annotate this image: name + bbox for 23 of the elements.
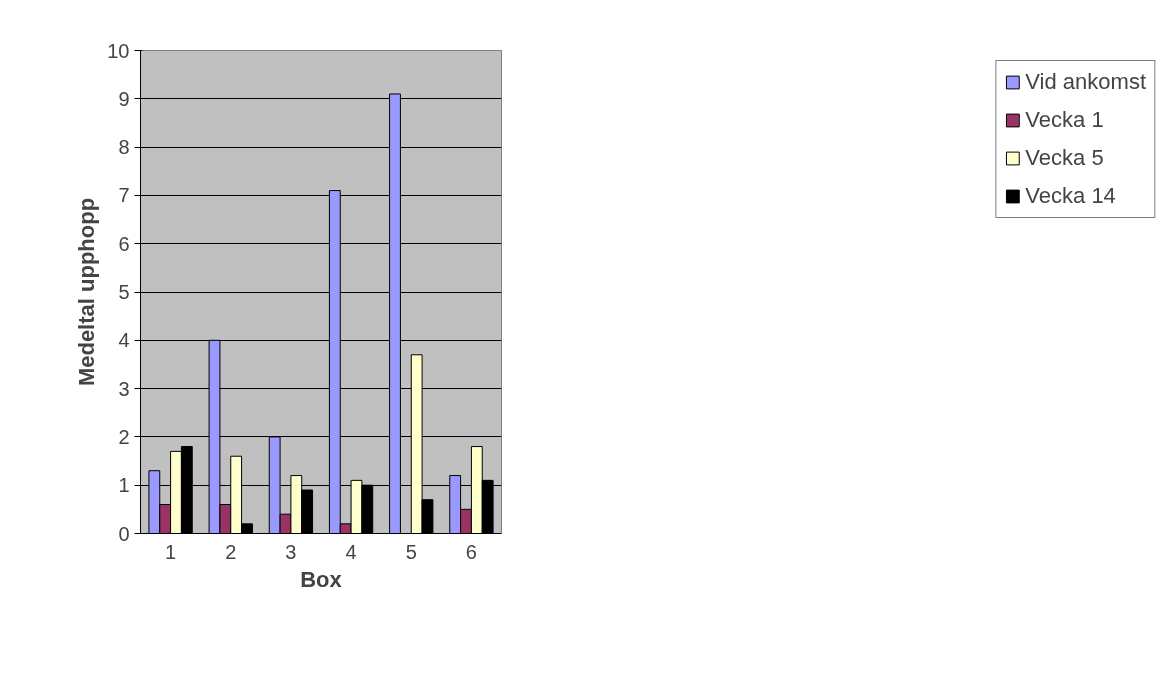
y-tick-label: 3 bbox=[118, 377, 130, 400]
legend-label: Vecka 1 bbox=[1025, 107, 1104, 133]
y-tick-label: 7 bbox=[118, 184, 130, 207]
x-tick-label: 2 bbox=[225, 540, 237, 563]
y-tick-label: 6 bbox=[118, 232, 130, 255]
x-tick-label: 4 bbox=[345, 540, 357, 563]
x-axis-title: Box bbox=[300, 566, 343, 592]
y-tick-label: 1 bbox=[118, 474, 130, 497]
legend-label: Vecka 5 bbox=[1025, 145, 1104, 171]
x-tick-label: 1 bbox=[165, 540, 177, 563]
y-tick-label: 5 bbox=[118, 281, 130, 303]
x-tick-label: 3 bbox=[285, 540, 297, 563]
y-tick-label: 2 bbox=[118, 425, 130, 448]
legend-label: Vecka 14 bbox=[1025, 183, 1116, 209]
y-tick-label: 4 bbox=[118, 329, 130, 352]
y-tick-label: 9 bbox=[118, 87, 130, 110]
x-tick-label: 5 bbox=[405, 540, 417, 563]
y-tick-label: 10 bbox=[107, 39, 130, 62]
legend-label: Vid ankomst bbox=[1025, 69, 1146, 95]
y-tick-label: 0 bbox=[118, 522, 130, 545]
x-tick-label: 6 bbox=[465, 540, 477, 563]
y-tick-label: 8 bbox=[118, 136, 130, 159]
y-axis-title: Medeltal upphopp bbox=[74, 197, 100, 387]
